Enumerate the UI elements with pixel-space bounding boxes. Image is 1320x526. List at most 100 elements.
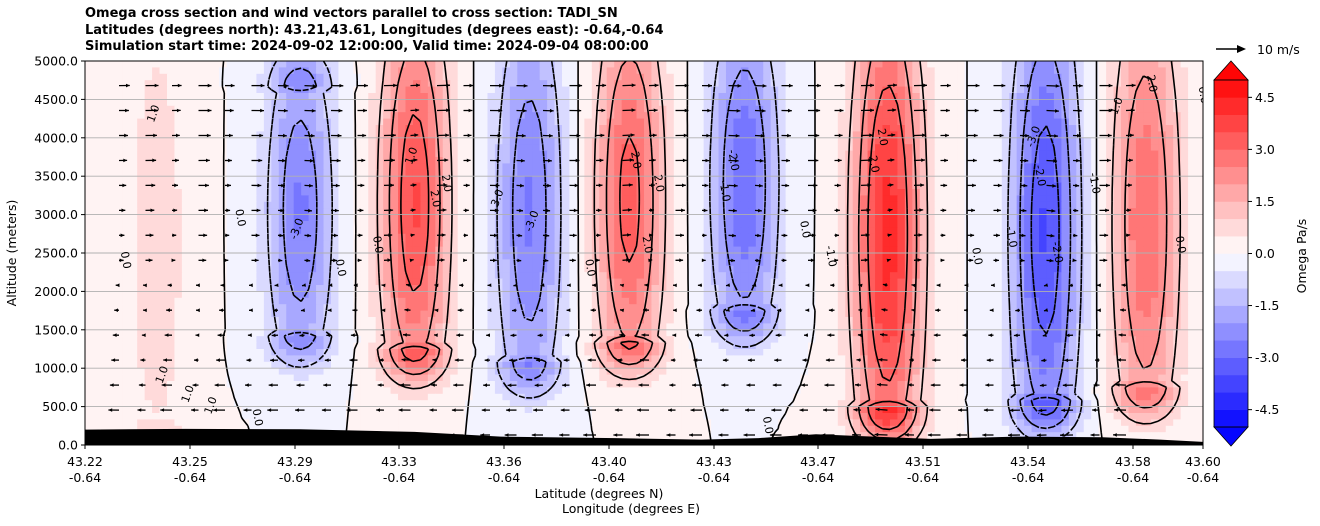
- omega-fill-cell: [353, 189, 362, 196]
- omega-fill-cell: [681, 163, 690, 171]
- omega-fill-cell: [830, 233, 839, 241]
- omega-fill-cell: [286, 144, 295, 152]
- omega-fill-cell: [1083, 150, 1092, 158]
- omega-fill-cell: [725, 131, 735, 139]
- omega-fill-cell: [934, 169, 943, 177]
- omega-fill-cell: [1195, 265, 1203, 273]
- omega-fill-cell: [942, 86, 951, 94]
- omega-fill-cell: [234, 182, 243, 190]
- omega-fill-cell: [837, 227, 846, 235]
- omega-fill-cell: [875, 253, 884, 260]
- omega-fill-cell: [584, 73, 593, 81]
- omega-fill-cell: [308, 125, 317, 132]
- omega-fill-cell: [681, 112, 690, 120]
- omega-fill-cell: [502, 157, 511, 164]
- omega-fill-cell: [226, 67, 235, 75]
- omega-fill-cell: [107, 112, 116, 120]
- omega-fill-cell: [1046, 150, 1055, 158]
- omega-fill-cell: [658, 131, 667, 139]
- omega-fill-cell: [107, 137, 116, 145]
- omega-fill-cell: [129, 118, 138, 126]
- omega-fill-cell: [1128, 265, 1137, 273]
- omega-fill-cell: [964, 125, 973, 132]
- omega-fill-cell: [673, 118, 682, 126]
- omega-fill-cell: [1068, 112, 1077, 120]
- omega-fill-cell: [562, 67, 571, 75]
- omega-fill-cell: [293, 131, 302, 139]
- omega-fill-cell: [92, 105, 101, 113]
- omega-fill-cell: [822, 201, 831, 209]
- omega-fill-cell: [159, 144, 168, 152]
- omega-fill-cell: [904, 73, 913, 81]
- omega-fill-cell: [1158, 214, 1167, 222]
- omega-fill-cell: [599, 105, 608, 113]
- omega-fill-cell: [345, 259, 354, 267]
- omega-fill-cell: [412, 189, 421, 196]
- omega-fill-cell: [472, 195, 481, 203]
- omega-fill-cell: [807, 208, 817, 216]
- omega-fill-cell: [263, 73, 272, 81]
- omega-fill-cell: [644, 169, 653, 177]
- omega-fill-cell: [807, 105, 817, 113]
- omega-fill-cell: [994, 93, 1003, 100]
- omega-fill-cell: [457, 150, 466, 158]
- omega-fill-cell: [1143, 189, 1152, 196]
- omega-fill-cell: [1195, 93, 1203, 100]
- omega-fill-cell: [1150, 182, 1159, 190]
- omega-fill-cell: [845, 169, 854, 177]
- omega-fill-cell: [301, 169, 310, 177]
- omega-fill-cell: [971, 93, 980, 100]
- omega-fill-cell: [174, 176, 183, 184]
- omega-fill-cell: [718, 221, 727, 228]
- omega-fill-cell: [875, 144, 884, 152]
- omega-fill-cell: [457, 112, 466, 120]
- omega-fill-cell: [114, 99, 123, 107]
- omega-fill-cell: [1076, 227, 1085, 235]
- omega-fill-cell: [278, 105, 287, 113]
- omega-fill-cell: [1024, 201, 1033, 209]
- omega-fill-cell: [778, 214, 787, 222]
- omega-fill-cell: [375, 214, 384, 222]
- omega-fill-cell: [99, 201, 108, 209]
- omega-fill-cell: [166, 208, 176, 216]
- omega-fill-cell: [815, 137, 824, 145]
- omega-fill-cell: [122, 195, 131, 203]
- omega-fill-cell: [748, 176, 757, 184]
- omega-fill-cell: [1031, 137, 1040, 145]
- omega-fill-cell: [1173, 201, 1182, 209]
- omega-fill-cell: [1180, 137, 1189, 145]
- omega-fill-cell: [711, 169, 720, 177]
- omega-fill-cell: [942, 221, 951, 228]
- omega-fill-cell: [181, 93, 190, 100]
- omega-fill-cell: [502, 214, 511, 222]
- omega-fill-cell: [815, 201, 824, 209]
- omega-fill-cell: [241, 265, 250, 273]
- omega-fill-cell: [845, 118, 854, 126]
- omega-fill-cell: [1180, 182, 1189, 190]
- omega-fill-cell: [599, 93, 608, 100]
- omega-fill-cell: [472, 157, 481, 164]
- omega-fill-cell: [576, 259, 585, 267]
- omega-fill-cell: [248, 265, 258, 273]
- omega-fill-cell: [435, 73, 444, 81]
- omega-fill-cell: [480, 240, 489, 248]
- omega-fill-cell: [1046, 259, 1055, 267]
- omega-fill-cell: [330, 144, 340, 152]
- omega-fill-cell: [651, 118, 660, 126]
- omega-fill-cell: [733, 125, 742, 132]
- omega-fill-cell: [427, 253, 436, 260]
- omega-fill-cell: [740, 93, 749, 100]
- omega-fill-cell: [681, 265, 690, 273]
- chart-title: Omega cross section and wind vectors par…: [85, 6, 664, 56]
- omega-fill-cell: [673, 73, 682, 81]
- omega-fill-cell: [1024, 169, 1033, 177]
- omega-fill-cell: [599, 201, 608, 209]
- omega-fill-cell: [85, 201, 94, 209]
- omega-fill-cell: [1165, 144, 1174, 152]
- omega-fill-cell: [942, 246, 951, 254]
- omega-fill-cell: [793, 246, 802, 254]
- omega-fill-cell: [137, 195, 146, 203]
- omega-fill-cell: [986, 93, 995, 100]
- omega-fill-cell: [450, 208, 459, 216]
- omega-fill-cell: [889, 80, 899, 88]
